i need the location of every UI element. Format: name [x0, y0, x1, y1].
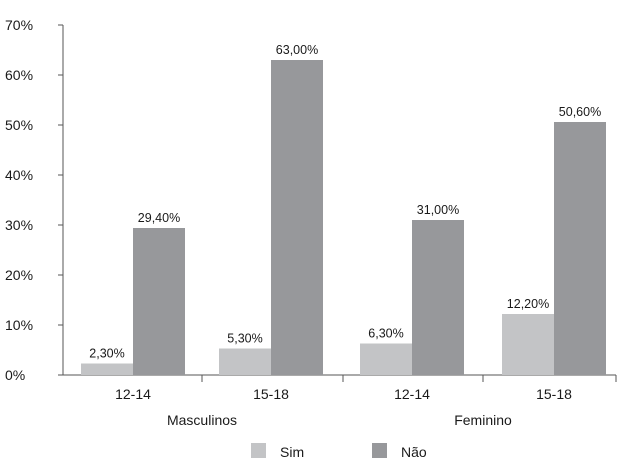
y-tick-label: 70% — [5, 17, 33, 33]
legend-label: Sim — [280, 444, 304, 459]
y-axis: 0% 10% 20% 30% 40% 50% 60% 70% — [5, 17, 64, 383]
bar-sim — [81, 363, 133, 375]
x-group-label: Feminino — [454, 412, 512, 428]
data-labels: 2,30% 5,30% 6,30% 12,20% 29,40% 63,00% 31,00% 5… — [89, 43, 601, 361]
data-label: 6,30% — [368, 327, 403, 341]
bar-no — [554, 122, 606, 375]
bar-no — [412, 220, 464, 375]
legend-swatch — [372, 443, 387, 458]
data-label: 29,40% — [138, 211, 180, 225]
data-label: 12,20% — [507, 297, 549, 311]
y-tick-label: 30% — [5, 217, 33, 233]
legend-label: Não — [401, 444, 427, 459]
x-group-label: Masculinos — [167, 412, 237, 428]
x-axis: 12-14 15-18 12-14 15-18 Masculinos Feminino — [63, 374, 617, 428]
data-label: 31,00% — [417, 203, 459, 217]
y-tick-label: 0% — [5, 367, 25, 383]
bar-sim — [502, 314, 554, 375]
y-tick-label: 50% — [5, 117, 33, 133]
y-tick-label: 60% — [5, 67, 33, 83]
data-label: 63,00% — [276, 43, 318, 57]
legend-swatch — [251, 443, 266, 458]
x-category-label: 12-14 — [394, 386, 430, 402]
bar-sim — [219, 348, 271, 375]
y-tick-label: 40% — [5, 167, 33, 183]
bar-sim — [360, 343, 412, 375]
data-label: 50,60% — [559, 105, 601, 119]
x-category-label: 15-18 — [536, 386, 572, 402]
bar-no — [133, 228, 185, 375]
bar-no — [271, 60, 323, 375]
y-tick-label: 10% — [5, 317, 33, 333]
x-category-label: 15-18 — [253, 386, 289, 402]
bars — [81, 60, 606, 375]
data-label: 5,30% — [227, 332, 262, 346]
y-tick-label: 20% — [5, 267, 33, 283]
legend: Sim Não — [251, 443, 427, 459]
data-label: 2,30% — [89, 347, 124, 361]
x-category-label: 12-14 — [115, 386, 151, 402]
